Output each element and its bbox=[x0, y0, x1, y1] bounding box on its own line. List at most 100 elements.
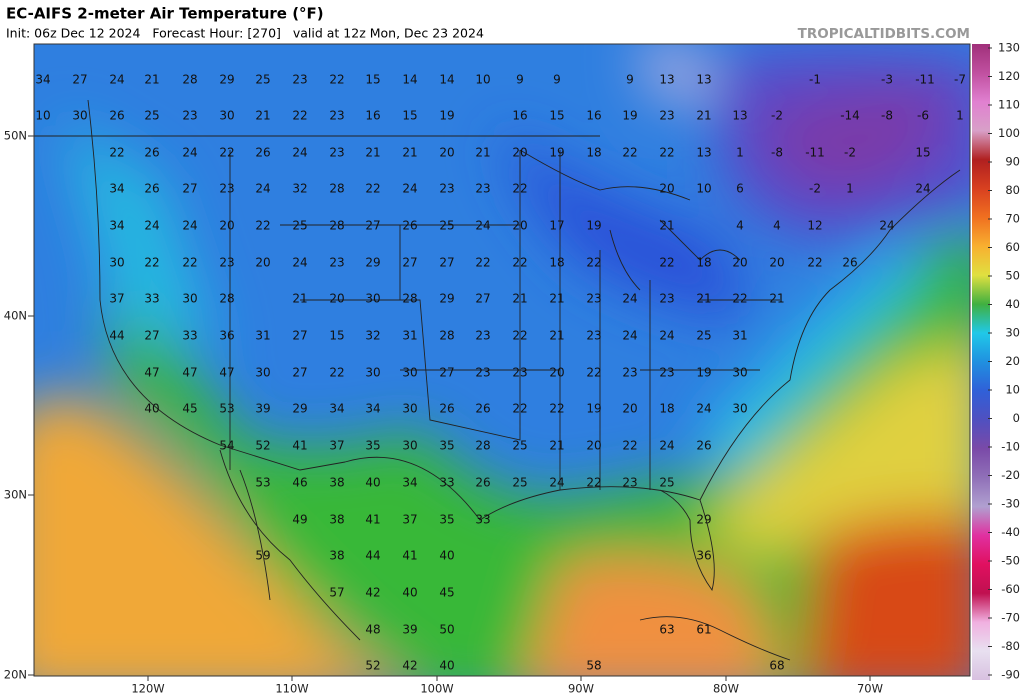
temperature-label: 23 bbox=[219, 182, 234, 196]
temperature-label: 24 bbox=[292, 256, 307, 270]
temperature-label: 30 bbox=[732, 366, 747, 380]
temperature-label: 23 bbox=[512, 366, 527, 380]
temperature-label: 44 bbox=[109, 329, 124, 343]
temperature-label: 19 bbox=[439, 109, 454, 123]
temperature-label: -3 bbox=[881, 73, 893, 87]
temperature-label: 40 bbox=[402, 586, 417, 600]
colorbar-label: 40 bbox=[1005, 297, 1020, 311]
temperature-label: 29 bbox=[365, 256, 380, 270]
temperature-label: 21 bbox=[292, 292, 307, 306]
temperature-label: 47 bbox=[219, 366, 234, 380]
temperature-label: 40 bbox=[439, 549, 454, 563]
temperature-label: 22 bbox=[292, 109, 307, 123]
temperature-label: 28 bbox=[182, 73, 197, 87]
temperature-label: 15 bbox=[402, 109, 417, 123]
temperature-label: 23 bbox=[622, 366, 637, 380]
temperature-label: 30 bbox=[255, 366, 270, 380]
temperature-label: 23 bbox=[622, 476, 637, 490]
subtitle: Init: 06z Dec 12 2024 Forecast Hour: [27… bbox=[6, 26, 484, 41]
temperature-label: 27 bbox=[402, 256, 417, 270]
temperature-label: 1 bbox=[846, 182, 854, 196]
temperature-label: 42 bbox=[402, 659, 417, 673]
temperature-label: 28 bbox=[439, 329, 454, 343]
temperature-label: 34 bbox=[109, 182, 124, 196]
temperature-label: 24 bbox=[109, 73, 124, 87]
temperature-label: -11 bbox=[915, 73, 935, 87]
temperature-label: 53 bbox=[255, 476, 270, 490]
temperature-label: 25 bbox=[659, 476, 674, 490]
temperature-label: 30 bbox=[365, 292, 380, 306]
temperature-label: 38 bbox=[329, 549, 344, 563]
lat-label: 30N bbox=[4, 488, 27, 502]
temperature-label: 23 bbox=[659, 366, 674, 380]
colorbar-label: 100 bbox=[998, 126, 1020, 140]
temperature-label: -8 bbox=[881, 109, 893, 123]
temperature-label: 34 bbox=[329, 402, 344, 416]
temperature-label: 20 bbox=[622, 402, 637, 416]
lat-label: 50N bbox=[4, 129, 27, 143]
temperature-label: 22 bbox=[255, 219, 270, 233]
temperature-label: 16 bbox=[586, 109, 601, 123]
temperature-label: 29 bbox=[292, 402, 307, 416]
colorbar-label: 30 bbox=[1005, 326, 1020, 340]
map-frame bbox=[33, 43, 971, 677]
temperature-label: 22 bbox=[329, 73, 344, 87]
temperature-label: 26 bbox=[475, 476, 490, 490]
field-blob bbox=[34, 394, 376, 676]
temperature-label: 23 bbox=[475, 329, 490, 343]
temperature-label: 27 bbox=[365, 219, 380, 233]
temperature-label: 63 bbox=[659, 623, 674, 637]
temperature-label: 1 bbox=[956, 109, 964, 123]
field-blob bbox=[700, 344, 970, 560]
temperature-label: 18 bbox=[696, 256, 711, 270]
colorbar-label: 70 bbox=[1005, 212, 1020, 226]
temperature-label: 23 bbox=[439, 182, 454, 196]
temperature-label: -11 bbox=[805, 146, 825, 160]
title: EC-AIFS 2-meter Air Temperature (°F) bbox=[6, 5, 324, 23]
temperature-label: 45 bbox=[182, 402, 197, 416]
temperature-label: 24 bbox=[659, 329, 674, 343]
temperature-label: 41 bbox=[292, 439, 307, 453]
colorbar-label: 110 bbox=[998, 98, 1020, 112]
temperature-label: 25 bbox=[144, 109, 159, 123]
temperature-label: 10 bbox=[696, 182, 711, 196]
temperature-label: 41 bbox=[365, 513, 380, 527]
temperature-label: 21 bbox=[549, 292, 564, 306]
temperature-label: 25 bbox=[512, 476, 527, 490]
temperature-label: 22 bbox=[219, 146, 234, 160]
temperature-label: 27 bbox=[439, 366, 454, 380]
temperature-label: 21 bbox=[475, 146, 490, 160]
temperature-label: 30 bbox=[219, 109, 234, 123]
colorbar-label: 50 bbox=[1005, 269, 1020, 283]
colorbar-label: -10 bbox=[1001, 440, 1020, 454]
temperature-label: 28 bbox=[329, 219, 344, 233]
temperature-label: 9 bbox=[516, 73, 524, 87]
temperature-label: 30 bbox=[402, 439, 417, 453]
colorbar-label: 80 bbox=[1005, 183, 1020, 197]
colorbar-ramp bbox=[972, 44, 990, 680]
temperature-label: 23 bbox=[475, 182, 490, 196]
field-blob bbox=[100, 233, 970, 676]
temperature-label: 21 bbox=[659, 219, 674, 233]
temperature-label: 32 bbox=[365, 329, 380, 343]
temperature-label: 23 bbox=[329, 256, 344, 270]
temperature-label: 4 bbox=[773, 219, 781, 233]
temperature-label: 24 bbox=[182, 146, 197, 160]
temperature-label: 6 bbox=[736, 182, 744, 196]
temperature-label: 20 bbox=[512, 219, 527, 233]
temperature-label: 21 bbox=[696, 292, 711, 306]
temperature-label: 13 bbox=[732, 109, 747, 123]
colorbar-label: -90 bbox=[1001, 668, 1020, 682]
temperature-label: 20 bbox=[329, 292, 344, 306]
temperature-label: 25 bbox=[439, 219, 454, 233]
temperature-label: 22 bbox=[622, 439, 637, 453]
temperature-label: 22 bbox=[329, 366, 344, 380]
temperature-label: 30 bbox=[72, 109, 87, 123]
temperature-label: 22 bbox=[586, 256, 601, 270]
temperature-label: 24 bbox=[549, 476, 564, 490]
temperature-labels: 34 27 24 21 28 29 25 23 22 15 14 14 10 9 9 9 13 13 -1 -3 -11… bbox=[35, 73, 966, 673]
temperature-label: 26 bbox=[144, 146, 159, 160]
temperature-label: 25 bbox=[512, 439, 527, 453]
temperature-label: 34 bbox=[402, 476, 417, 490]
